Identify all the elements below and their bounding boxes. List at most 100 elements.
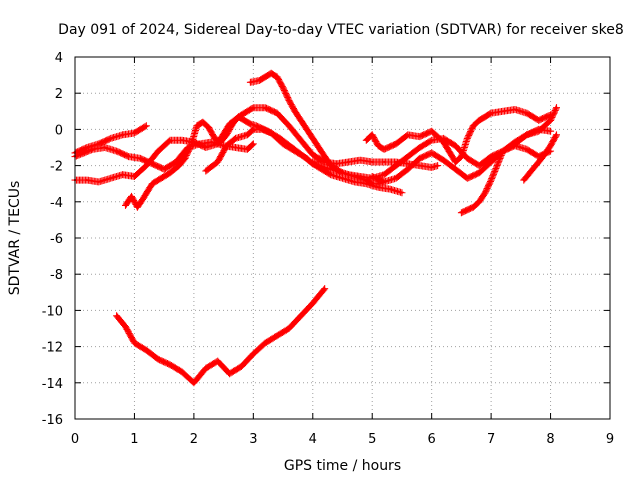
data-point <box>347 160 350 164</box>
y-tick-label: -4 <box>50 196 63 211</box>
data-point <box>305 157 309 160</box>
data-point <box>537 119 540 122</box>
data-point <box>466 137 469 140</box>
data-point <box>365 182 368 185</box>
data-point <box>359 158 362 162</box>
data-point <box>124 204 127 207</box>
data-point <box>287 124 291 127</box>
data-point <box>174 160 178 164</box>
data-point <box>264 341 267 345</box>
data-point <box>472 124 475 127</box>
y-tick-label: -16 <box>42 413 63 428</box>
data-point <box>483 191 487 194</box>
data-point <box>246 133 249 137</box>
data-point <box>454 144 457 147</box>
data-point <box>145 124 148 127</box>
data-point <box>478 164 481 167</box>
data-point <box>258 79 261 82</box>
data-point <box>329 173 332 176</box>
data-point <box>406 168 410 171</box>
data-point <box>323 166 326 169</box>
data-point <box>460 155 463 158</box>
data-point <box>115 314 118 318</box>
data-point <box>376 144 380 147</box>
data-point <box>430 130 433 133</box>
data-point <box>376 186 380 189</box>
data-point <box>394 142 398 146</box>
x-tick-label: 4 <box>309 432 317 447</box>
data-point <box>133 131 136 135</box>
data-point <box>249 122 252 126</box>
data-point <box>168 171 172 175</box>
data-point <box>388 187 392 191</box>
data-point <box>549 119 552 122</box>
y-tick-label: -12 <box>42 341 63 356</box>
series-s6 <box>246 69 388 188</box>
data-point <box>275 334 279 337</box>
data-point <box>323 287 326 290</box>
y-axis-label: SDTVAR / TECUs <box>7 181 23 296</box>
x-axis-label: GPS time / hours <box>284 458 401 474</box>
data-point <box>525 148 528 151</box>
data-point <box>382 160 386 164</box>
data-point <box>478 200 481 203</box>
data-point <box>466 157 469 160</box>
data-point <box>216 359 219 363</box>
y-tick-label: -6 <box>50 232 63 247</box>
data-point <box>382 148 386 151</box>
data-point <box>219 140 222 144</box>
series-s7 <box>309 156 442 171</box>
data-point <box>454 160 457 164</box>
data-point <box>400 191 404 194</box>
data-point <box>430 151 433 155</box>
data-point <box>275 75 279 79</box>
data-point <box>489 160 493 164</box>
data-point <box>133 175 136 178</box>
data-point <box>472 206 475 209</box>
x-tick-label: 6 <box>428 432 436 447</box>
data-point <box>225 133 228 137</box>
data-point <box>225 144 228 147</box>
data-point <box>478 171 481 175</box>
data-point <box>365 139 368 142</box>
data-point <box>406 155 410 158</box>
data-point <box>275 111 279 115</box>
data-point <box>287 99 291 102</box>
data-point <box>177 164 181 167</box>
data-point <box>133 341 136 345</box>
y-tick-label: -10 <box>42 304 63 319</box>
data-point <box>394 160 398 164</box>
y-tick-label: 4 <box>55 51 63 66</box>
data-point <box>418 146 421 149</box>
data-point <box>442 140 445 144</box>
grid-lines <box>75 57 610 419</box>
y-tick-label: 2 <box>55 87 63 102</box>
data-point <box>513 108 517 111</box>
data-point <box>252 106 255 109</box>
data-point <box>204 169 207 173</box>
data-point <box>531 168 534 171</box>
data-point <box>210 140 213 144</box>
data-point <box>489 178 493 182</box>
data-point <box>371 160 374 164</box>
data-point <box>207 126 210 129</box>
data-point <box>168 139 172 142</box>
data-point <box>418 135 421 138</box>
data-point <box>365 178 368 182</box>
data-point <box>97 180 100 184</box>
data-point <box>376 182 380 185</box>
data-point <box>299 119 303 122</box>
data-point <box>371 175 374 178</box>
data-point <box>228 372 231 375</box>
data-point <box>204 146 207 149</box>
data-point <box>127 155 130 158</box>
data-point <box>121 173 124 176</box>
data-point <box>501 110 505 113</box>
data-point <box>252 142 255 146</box>
y-tick-label: -8 <box>50 268 63 283</box>
data-point <box>246 148 249 151</box>
data-point <box>353 180 356 184</box>
data-point <box>204 367 207 370</box>
